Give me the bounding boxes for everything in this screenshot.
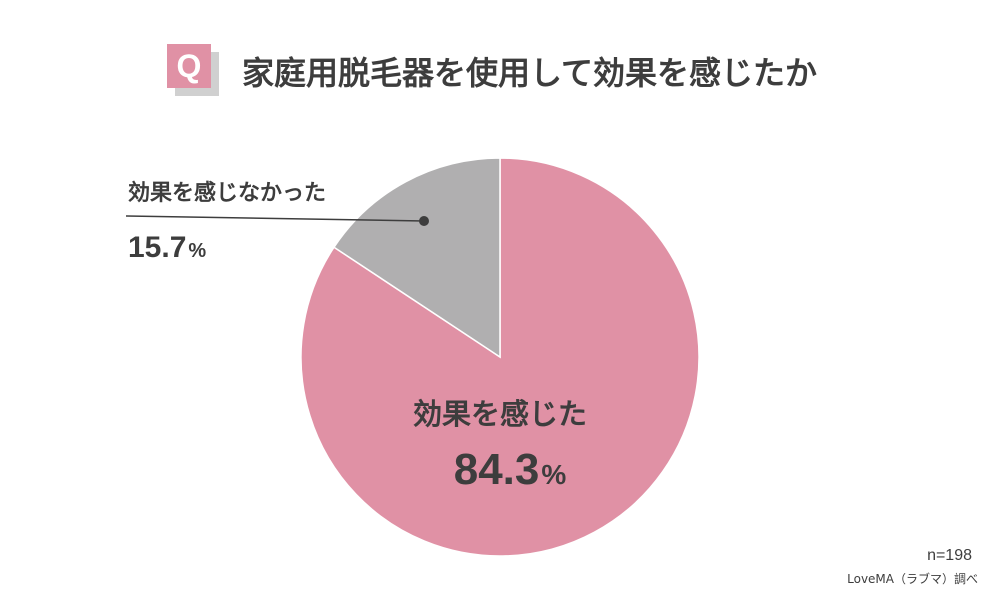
sample-size: n=198	[927, 547, 972, 564]
page-title: 家庭用脱毛器を使用して効果を感じたか	[242, 54, 818, 92]
pie-slice-felt	[300, 157, 700, 557]
source-credit: LoveMA（ラブマ）調べ	[847, 572, 978, 586]
slice-value-not-felt-number: 15.7	[128, 231, 186, 264]
slice-value-felt-number: 84.3	[454, 445, 540, 494]
slice-label-not-felt: 効果を感じなかった	[128, 180, 326, 206]
slice-value-felt-unit: %	[541, 459, 566, 490]
pie-slices	[300, 157, 700, 557]
slice-value-not-felt-unit: %	[188, 240, 206, 262]
slice-value-not-felt: 15.7%	[128, 231, 206, 264]
callout-dot	[419, 216, 429, 226]
callout-line	[125, 215, 425, 222]
pie-slice-not-felt	[332, 157, 501, 359]
slice-label-felt: 効果を感じた	[413, 397, 587, 431]
slice-value-felt: 84.3%	[454, 445, 567, 494]
question-badge-letter: Q	[167, 44, 211, 88]
question-badge: Q	[167, 44, 219, 96]
